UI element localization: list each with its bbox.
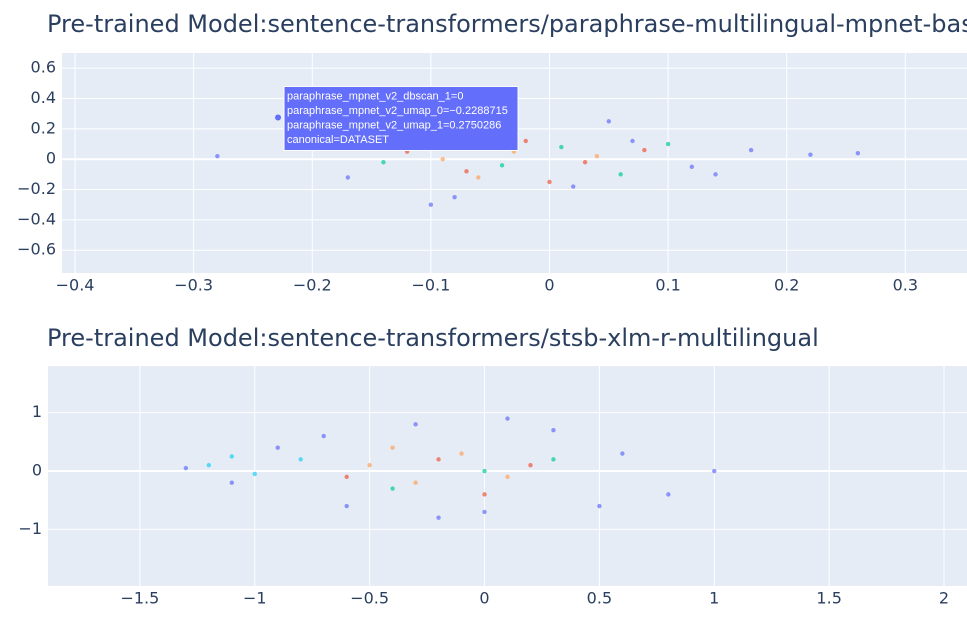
point bbox=[482, 509, 487, 515]
chart-title: Pre-trained Model:sentence-transformers/… bbox=[47, 324, 819, 352]
point bbox=[582, 160, 588, 165]
point bbox=[482, 492, 487, 497]
point bbox=[436, 457, 441, 462]
tooltip-line: canonical=DATASET bbox=[287, 134, 389, 146]
point bbox=[229, 454, 234, 459]
tooltip-line: paraphrase_mpnet_v2_dbscan_1=0 bbox=[287, 90, 463, 102]
tooltip-line: paraphrase_mpnet_v2_umap_1=0.2750286 bbox=[287, 119, 501, 131]
x-tick-label: 0.5 bbox=[587, 589, 612, 608]
point bbox=[665, 141, 671, 147]
point bbox=[344, 474, 349, 480]
chart-title: Pre-trained Model:sentence-transformers/… bbox=[47, 10, 967, 38]
point bbox=[712, 468, 717, 474]
x-tick-label: −1 bbox=[243, 589, 267, 608]
point bbox=[551, 427, 556, 433]
point bbox=[505, 416, 510, 421]
point bbox=[551, 457, 556, 462]
point bbox=[229, 480, 234, 485]
point bbox=[252, 471, 257, 477]
point bbox=[642, 147, 647, 153]
point bbox=[618, 172, 623, 177]
point bbox=[559, 144, 564, 150]
point bbox=[594, 153, 600, 159]
y-tick-label: −0.2 bbox=[17, 179, 56, 198]
point bbox=[428, 202, 434, 207]
x-tick-label: 0.1 bbox=[655, 276, 680, 295]
point bbox=[413, 422, 418, 427]
point bbox=[620, 451, 625, 456]
point bbox=[505, 474, 510, 480]
point bbox=[547, 179, 552, 185]
x-tick-label: −1.5 bbox=[120, 589, 159, 608]
point bbox=[523, 138, 528, 144]
tooltip-line: paraphrase_mpnet_v2_umap_0=−0.2288715 bbox=[287, 105, 508, 117]
point bbox=[748, 147, 754, 153]
x-tick-label: −0.2 bbox=[293, 276, 332, 295]
point bbox=[808, 152, 813, 157]
point bbox=[459, 451, 464, 456]
point bbox=[183, 465, 189, 471]
x-tick-label: 1.5 bbox=[816, 589, 841, 608]
y-tick-label: 0 bbox=[46, 149, 56, 168]
y-tick-label: 0.4 bbox=[31, 88, 56, 107]
points bbox=[183, 416, 717, 520]
point bbox=[440, 157, 445, 162]
point bbox=[464, 169, 469, 174]
tooltip-box bbox=[283, 85, 519, 151]
point bbox=[436, 515, 441, 520]
point bbox=[367, 463, 372, 468]
y-tick-label: −0.6 bbox=[17, 240, 56, 259]
point bbox=[344, 503, 349, 509]
x-tick-label: 1 bbox=[709, 589, 719, 608]
point bbox=[499, 163, 505, 168]
point bbox=[381, 160, 386, 165]
x-tick-label: 0 bbox=[544, 276, 554, 295]
point bbox=[606, 119, 611, 124]
point bbox=[206, 463, 212, 468]
x-tick-label: 0.2 bbox=[774, 276, 799, 295]
point bbox=[571, 184, 576, 189]
point bbox=[275, 445, 280, 450]
hover-point bbox=[275, 114, 282, 121]
point bbox=[855, 150, 861, 156]
point bbox=[345, 175, 351, 180]
point bbox=[413, 480, 418, 485]
point bbox=[390, 445, 395, 450]
point bbox=[215, 153, 220, 159]
y-tick-label: 0.6 bbox=[31, 58, 56, 77]
y-tick-label: 1 bbox=[32, 402, 42, 421]
point bbox=[476, 175, 481, 180]
y-tick-label: 0.2 bbox=[31, 118, 56, 137]
point bbox=[597, 503, 602, 509]
point bbox=[298, 457, 303, 462]
point bbox=[666, 492, 671, 497]
x-tick-label: −0.1 bbox=[411, 276, 450, 295]
x-tick-label: −0.4 bbox=[56, 276, 95, 295]
point bbox=[528, 463, 533, 468]
x-tick-label: 0.3 bbox=[893, 276, 918, 295]
point bbox=[321, 433, 326, 439]
point bbox=[713, 172, 718, 177]
point bbox=[390, 486, 395, 491]
point bbox=[452, 194, 457, 200]
point bbox=[630, 138, 635, 144]
x-tick-label: −0.3 bbox=[174, 276, 213, 295]
x-tick-label: 2 bbox=[939, 589, 949, 608]
y-tick-label: −0.4 bbox=[17, 209, 56, 228]
x-tick-label: −0.5 bbox=[350, 589, 389, 608]
point bbox=[482, 468, 487, 474]
x-tick-label: 0 bbox=[479, 589, 489, 608]
y-tick-label: −1 bbox=[18, 519, 42, 538]
y-tick-label: 0 bbox=[32, 461, 42, 480]
point bbox=[689, 164, 695, 169]
